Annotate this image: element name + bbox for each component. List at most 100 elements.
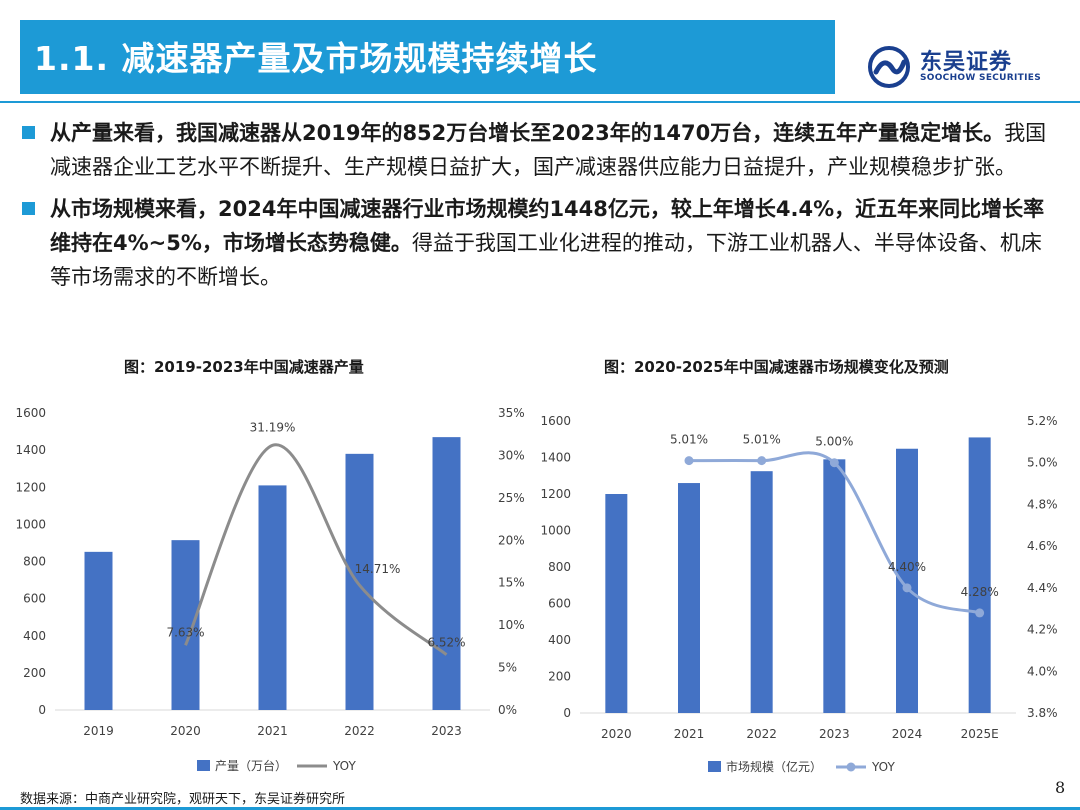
right-axis-tick-label: 5.2% [1027,414,1058,428]
bar [171,540,200,710]
x-axis-tick-label: 2024 [892,727,923,741]
left-axis-tick-label: 1400 [15,443,46,457]
x-axis-tick-label: 2021 [674,727,705,741]
legend-bar-swatch [708,761,721,772]
right-axis-tick-label: 25% [498,491,525,505]
page-number: 8 [1055,778,1066,797]
left-axis-tick-label: 800 [23,555,46,569]
market-size-chart: 0 200 400 600 800 1000 1200 1400 1600 3.8% 4.0% 4.2… [540,414,1058,774]
right-axis-tick-label: 4.8% [1027,497,1058,511]
bar [432,437,461,710]
bullet-square-icon [22,202,35,215]
brand-logo: 东吴证券 SOOCHOW SECURITIES [868,44,1041,90]
yoy-point [975,608,985,618]
bullet-bold-text: 从产量来看，我国减速器从2019年的852万台增长至2023年的1470万台，连… [50,121,1005,145]
chart2-title: 图：2020-2025年中国减速器市场规模变化及预测 [604,358,949,376]
bullet-market: 从市场规模来看，2024年中国减速器行业市场规模约1448亿元，较上年增长4.4… [20,192,1060,294]
right-axis-tick-label: 15% [498,576,525,590]
bar [345,453,374,710]
right-axis-tick-label: 0% [498,703,517,717]
legend-line-label: YOY [332,759,356,773]
right-axis-tick-label: 4.2% [1027,623,1058,637]
soochow-logo-icon [868,46,910,88]
x-axis-tick-label: 2023 [819,727,850,741]
x-axis-tick-label: 2020 [170,724,201,738]
yoy-data-label: 5.00% [815,435,853,449]
yoy-point [684,456,694,466]
bar [896,448,918,713]
legend-bar-label: 市场规模（亿元） [726,759,822,774]
left-axis-tick-label: 600 [548,597,571,611]
legend-bar-label: 产量（万台） [215,758,287,773]
left-axis-tick-label: 0 [38,703,46,717]
yoy-data-label: 31.19% [250,420,296,434]
yoy-data-label: 4.28% [961,585,999,599]
x-axis-tick-label: 2025E [961,727,999,741]
bullet-normal-text: 得益于我国工业化进程的推动，下游工业机器人、半导体设备、机床等市场需求的不断增长… [50,231,1042,289]
chart1-title: 图：2019-2023年中国减速器产量 [124,358,364,376]
yoy-point [829,458,839,468]
bar [750,471,773,713]
yoy-point [902,583,912,593]
bullet-square-icon [22,126,35,139]
production-chart: 0 200 400 600 800 1000 1200 1400 1600 0% 5% 10% 15% 2… [15,406,525,773]
x-axis-tick-label: 2022 [746,727,777,741]
bar [258,485,287,710]
left-axis-tick-label: 800 [548,560,571,574]
yoy-data-label: 7.63% [166,625,204,639]
footer-divider [0,807,1080,810]
left-axis-tick-label: 600 [23,592,46,606]
x-axis-tick-label: 2020 [601,727,632,741]
right-axis-tick-label: 5% [498,661,517,675]
logo-subtitle: SOOCHOW SECURITIES [920,73,1041,83]
bar [605,494,628,713]
header-divider [0,101,1080,103]
yoy-data-label: 14.71% [355,562,401,576]
yoy-point [757,456,767,466]
right-axis-tick-label: 4.0% [1027,664,1058,678]
left-axis-tick-label: 200 [23,666,46,680]
left-axis-tick-label: 1000 [540,524,571,538]
yoy-data-label: 5.01% [743,433,781,447]
yoy-line [688,451,981,615]
left-axis-tick-label: 200 [548,670,571,684]
bar [84,551,113,710]
left-axis-tick-label: 1600 [540,414,571,428]
right-axis-tick-label: 4.4% [1027,581,1058,595]
bullet-production: 从产量来看，我国减速器从2019年的852万台增长至2023年的1470万台，连… [20,116,1060,184]
right-axis-tick-label: 3.8% [1027,706,1058,720]
right-axis-tick-label: 35% [498,406,525,420]
title-bar: 1.1. 减速器产量及市场规模持续增长 [20,20,835,94]
x-axis-tick-label: 2019 [83,724,114,738]
yoy-data-label: 4.40% [888,560,926,574]
bullet-list: 从产量来看，我国减速器从2019年的852万台增长至2023年的1470万台，连… [20,116,1060,302]
legend-line-marker [846,762,856,772]
yoy-data-label: 6.52% [427,636,465,650]
right-axis-tick-label: 20% [498,533,525,547]
right-axis-tick-label: 10% [498,618,525,632]
bar [823,459,846,713]
x-axis-tick-label: 2022 [344,724,375,738]
right-axis-tick-label: 4.6% [1027,539,1058,553]
x-axis-tick-label: 2023 [431,724,462,738]
legend-bar-swatch [197,760,210,771]
yoy-line [184,443,448,656]
bullet-bold-text: 从市场规模来看，2024年中国减速器行业市场规模约1448亿元，较上年增长4.4… [50,197,1045,255]
yoy-data-label: 5.01% [670,433,708,447]
left-axis-tick-label: 1400 [540,451,571,465]
right-axis-tick-label: 30% [498,448,525,462]
left-axis-tick-label: 400 [23,629,46,643]
bullet-normal-text: 我国减速器企业工艺水平不断提升、生产规模日益扩大，国产减速器供应能力日益提升，产… [50,121,1047,179]
right-axis-tick-label: 5.0% [1027,456,1058,470]
page-title: 1.1. 减速器产量及市场规模持续增长 [34,39,598,78]
left-axis-tick-label: 1200 [540,487,571,501]
left-axis-tick-label: 400 [548,633,571,647]
bar [968,437,991,713]
left-axis-tick-label: 0 [563,706,571,720]
logo-text: 东吴证券 [920,50,1013,75]
bar [678,483,700,713]
x-axis-tick-label: 2021 [257,724,288,738]
source-note: 数据来源：中商产业研究院，观研天下，东吴证券研究所 [20,792,346,807]
left-axis-tick-label: 1600 [15,406,46,420]
legend-line-label: YOY [871,760,895,774]
